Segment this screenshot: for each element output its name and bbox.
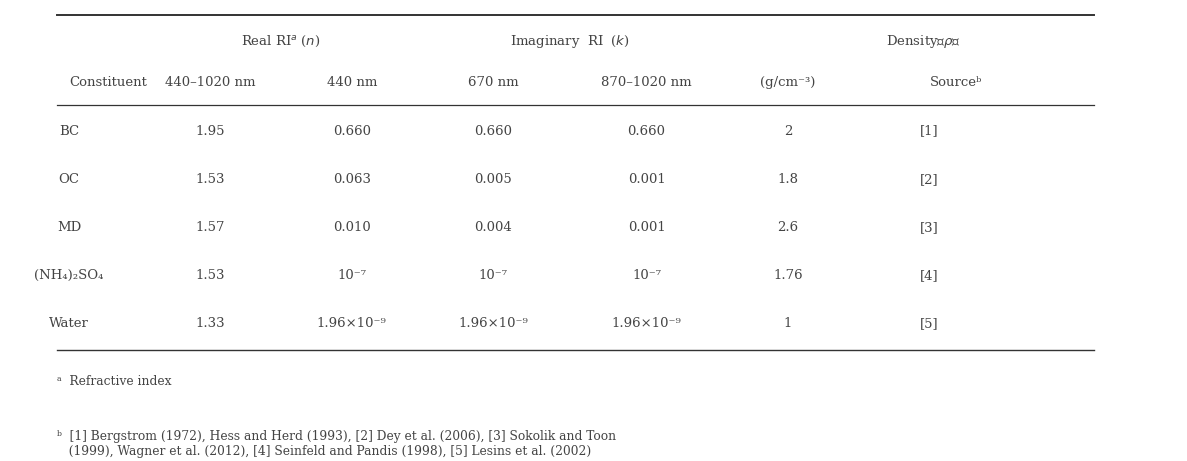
Text: 0.005: 0.005 (475, 173, 512, 186)
Text: 1.53: 1.53 (196, 269, 226, 282)
Text: 0.660: 0.660 (628, 124, 666, 137)
Text: 440–1020 nm: 440–1020 nm (165, 77, 255, 89)
Text: 1.96×10⁻⁹: 1.96×10⁻⁹ (458, 317, 528, 330)
Text: 0.660: 0.660 (332, 124, 370, 137)
Text: Sourceᵇ: Sourceᵇ (929, 77, 982, 89)
Text: Imaginary  RI  ($k$): Imaginary RI ($k$) (510, 33, 630, 50)
Text: 0.063: 0.063 (332, 173, 370, 186)
Text: Constituent: Constituent (69, 77, 147, 89)
Text: 10⁻⁷: 10⁻⁷ (337, 269, 367, 282)
Text: 870–1020 nm: 870–1020 nm (602, 77, 692, 89)
Text: 10⁻⁷: 10⁻⁷ (478, 269, 508, 282)
Text: ᵇ  [1] Bergstrom (1972), Hess and Herd (1993), [2] Dey et al. (2006), [3] Sokoli: ᵇ [1] Bergstrom (1972), Hess and Herd (1… (57, 430, 616, 458)
Text: [4]: [4] (920, 269, 939, 282)
Text: 2: 2 (783, 124, 792, 137)
Text: 670 nm: 670 nm (468, 77, 519, 89)
Text: (NH₄)₂SO₄: (NH₄)₂SO₄ (34, 269, 103, 282)
Text: Real RI$^a$ ($n$): Real RI$^a$ ($n$) (241, 34, 320, 49)
Text: 0.010: 0.010 (334, 221, 370, 234)
Text: 1.96×10⁻⁹: 1.96×10⁻⁹ (317, 317, 387, 330)
Text: ᵃ  Refractive index: ᵃ Refractive index (57, 375, 172, 388)
Text: [5]: [5] (920, 317, 939, 330)
Text: BC: BC (59, 124, 80, 137)
Text: 1.53: 1.53 (196, 173, 226, 186)
Text: 0.004: 0.004 (475, 221, 512, 234)
Text: 2.6: 2.6 (777, 221, 799, 234)
Text: 0.001: 0.001 (628, 221, 666, 234)
Text: (g/cm⁻³): (g/cm⁻³) (761, 77, 815, 89)
Text: MD: MD (57, 221, 81, 234)
Text: 0.660: 0.660 (475, 124, 513, 137)
Text: 10⁻⁷: 10⁻⁷ (631, 269, 661, 282)
Text: 1.95: 1.95 (196, 124, 226, 137)
Text: 1.57: 1.57 (196, 221, 226, 234)
Text: 440 nm: 440 nm (326, 77, 377, 89)
Text: 1: 1 (783, 317, 792, 330)
Text: 0.001: 0.001 (628, 173, 666, 186)
Text: [2]: [2] (920, 173, 939, 186)
Text: 1.8: 1.8 (777, 173, 799, 186)
Text: 1.76: 1.76 (773, 269, 802, 282)
Text: Water: Water (49, 317, 89, 330)
Text: [3]: [3] (920, 221, 939, 234)
Text: 1.33: 1.33 (196, 317, 226, 330)
Text: OC: OC (58, 173, 80, 186)
Text: Density（$\rho$）: Density（$\rho$） (887, 33, 961, 50)
Text: 1.96×10⁻⁹: 1.96×10⁻⁹ (611, 317, 681, 330)
Text: [1]: [1] (920, 124, 939, 137)
